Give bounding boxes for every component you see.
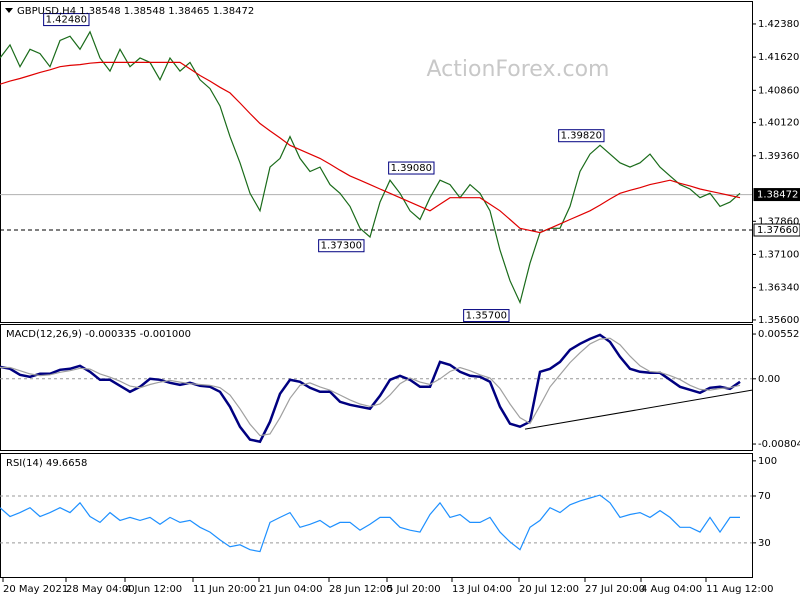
x-tick-label: 21 Jun 04:00	[259, 584, 323, 595]
annotation-label: 1.39820	[561, 131, 602, 142]
y-tick-label: 1.35600	[758, 315, 799, 326]
annotation-box	[318, 239, 365, 253]
annotation-label: 1.37300	[321, 241, 362, 252]
annotation-box	[558, 129, 605, 143]
pane-frame	[0, 324, 753, 451]
annotation-box	[43, 13, 90, 27]
watermark: ActionForex.com	[427, 57, 610, 82]
pane-frame	[0, 1, 753, 323]
y-tick-label: 1.41620	[758, 52, 799, 63]
pane-title: GBPUSD,H4 1.38548 1.38548 1.38465 1.3847…	[17, 6, 254, 17]
y-tick-label: 30	[758, 538, 771, 549]
y-tick-label: 70	[758, 491, 771, 502]
pane-title: MACD(12,26,9) -0.000335 -0.001000	[6, 329, 191, 340]
price-annotation: 1.35700	[463, 309, 510, 323]
price-annotation: 1.39820	[558, 129, 605, 143]
current-price-label: 1.38472	[757, 190, 798, 201]
price-annotation: 1.39080	[388, 161, 435, 175]
series-line	[0, 30, 741, 305]
x-tick-label: 11 Jun 20:00	[193, 584, 257, 595]
series-line	[0, 494, 740, 553]
y-tick-label: 1.37860	[758, 216, 799, 227]
x-tick-label: 28 Jun 12:00	[329, 584, 393, 595]
annotation-box	[388, 161, 435, 175]
annotation-box	[463, 309, 510, 323]
x-tick-label: 4 Jun 12:00	[125, 584, 182, 595]
annotation-label: 1.42480	[46, 15, 87, 26]
price-annotation: 1.42480	[43, 13, 90, 27]
price-annotation: 1.37300	[318, 239, 365, 253]
x-tick-label: 5 Jul 20:00	[387, 584, 441, 595]
x-tick-label: 28 May 04:00	[66, 584, 135, 595]
level-label: 1.37660	[757, 225, 798, 236]
x-tick-label: 4 Aug 04:00	[641, 584, 702, 595]
y-tick-label: 1.36340	[758, 283, 799, 294]
y-tick-label: -0.00804	[758, 439, 800, 450]
annotation-label: 1.39080	[391, 163, 432, 174]
level-box	[753, 223, 800, 237]
pane-frame	[0, 453, 753, 578]
current-price-box	[753, 188, 800, 202]
y-tick-label: 1.40860	[758, 85, 799, 96]
trendline	[524, 389, 753, 430]
x-tick-label: 20 May 2021	[3, 584, 68, 595]
series-line	[0, 337, 741, 437]
series-line	[0, 333, 741, 444]
y-tick-label: 1.37100	[758, 249, 799, 260]
x-tick-label: 20 Jul 12:00	[519, 584, 579, 595]
annotation-label: 1.35700	[466, 311, 507, 322]
pane-title: RSI(14) 49.6658	[6, 458, 87, 469]
y-tick-label: 1.42380	[758, 19, 799, 30]
y-tick-label: 0.00	[758, 374, 780, 385]
y-tick-label: 0.00552	[758, 329, 799, 340]
y-tick-label: 1.40120	[758, 118, 799, 129]
x-tick-label: 13 Jul 04:00	[452, 584, 512, 595]
y-tick-label: 100	[758, 456, 777, 467]
y-tick-label: 1.39360	[758, 151, 799, 162]
x-tick-label: 11 Aug 12:00	[706, 584, 773, 595]
series-line	[0, 61, 741, 234]
x-tick-label: 27 Jul 20:00	[585, 584, 645, 595]
menu-triangle	[5, 8, 13, 13]
